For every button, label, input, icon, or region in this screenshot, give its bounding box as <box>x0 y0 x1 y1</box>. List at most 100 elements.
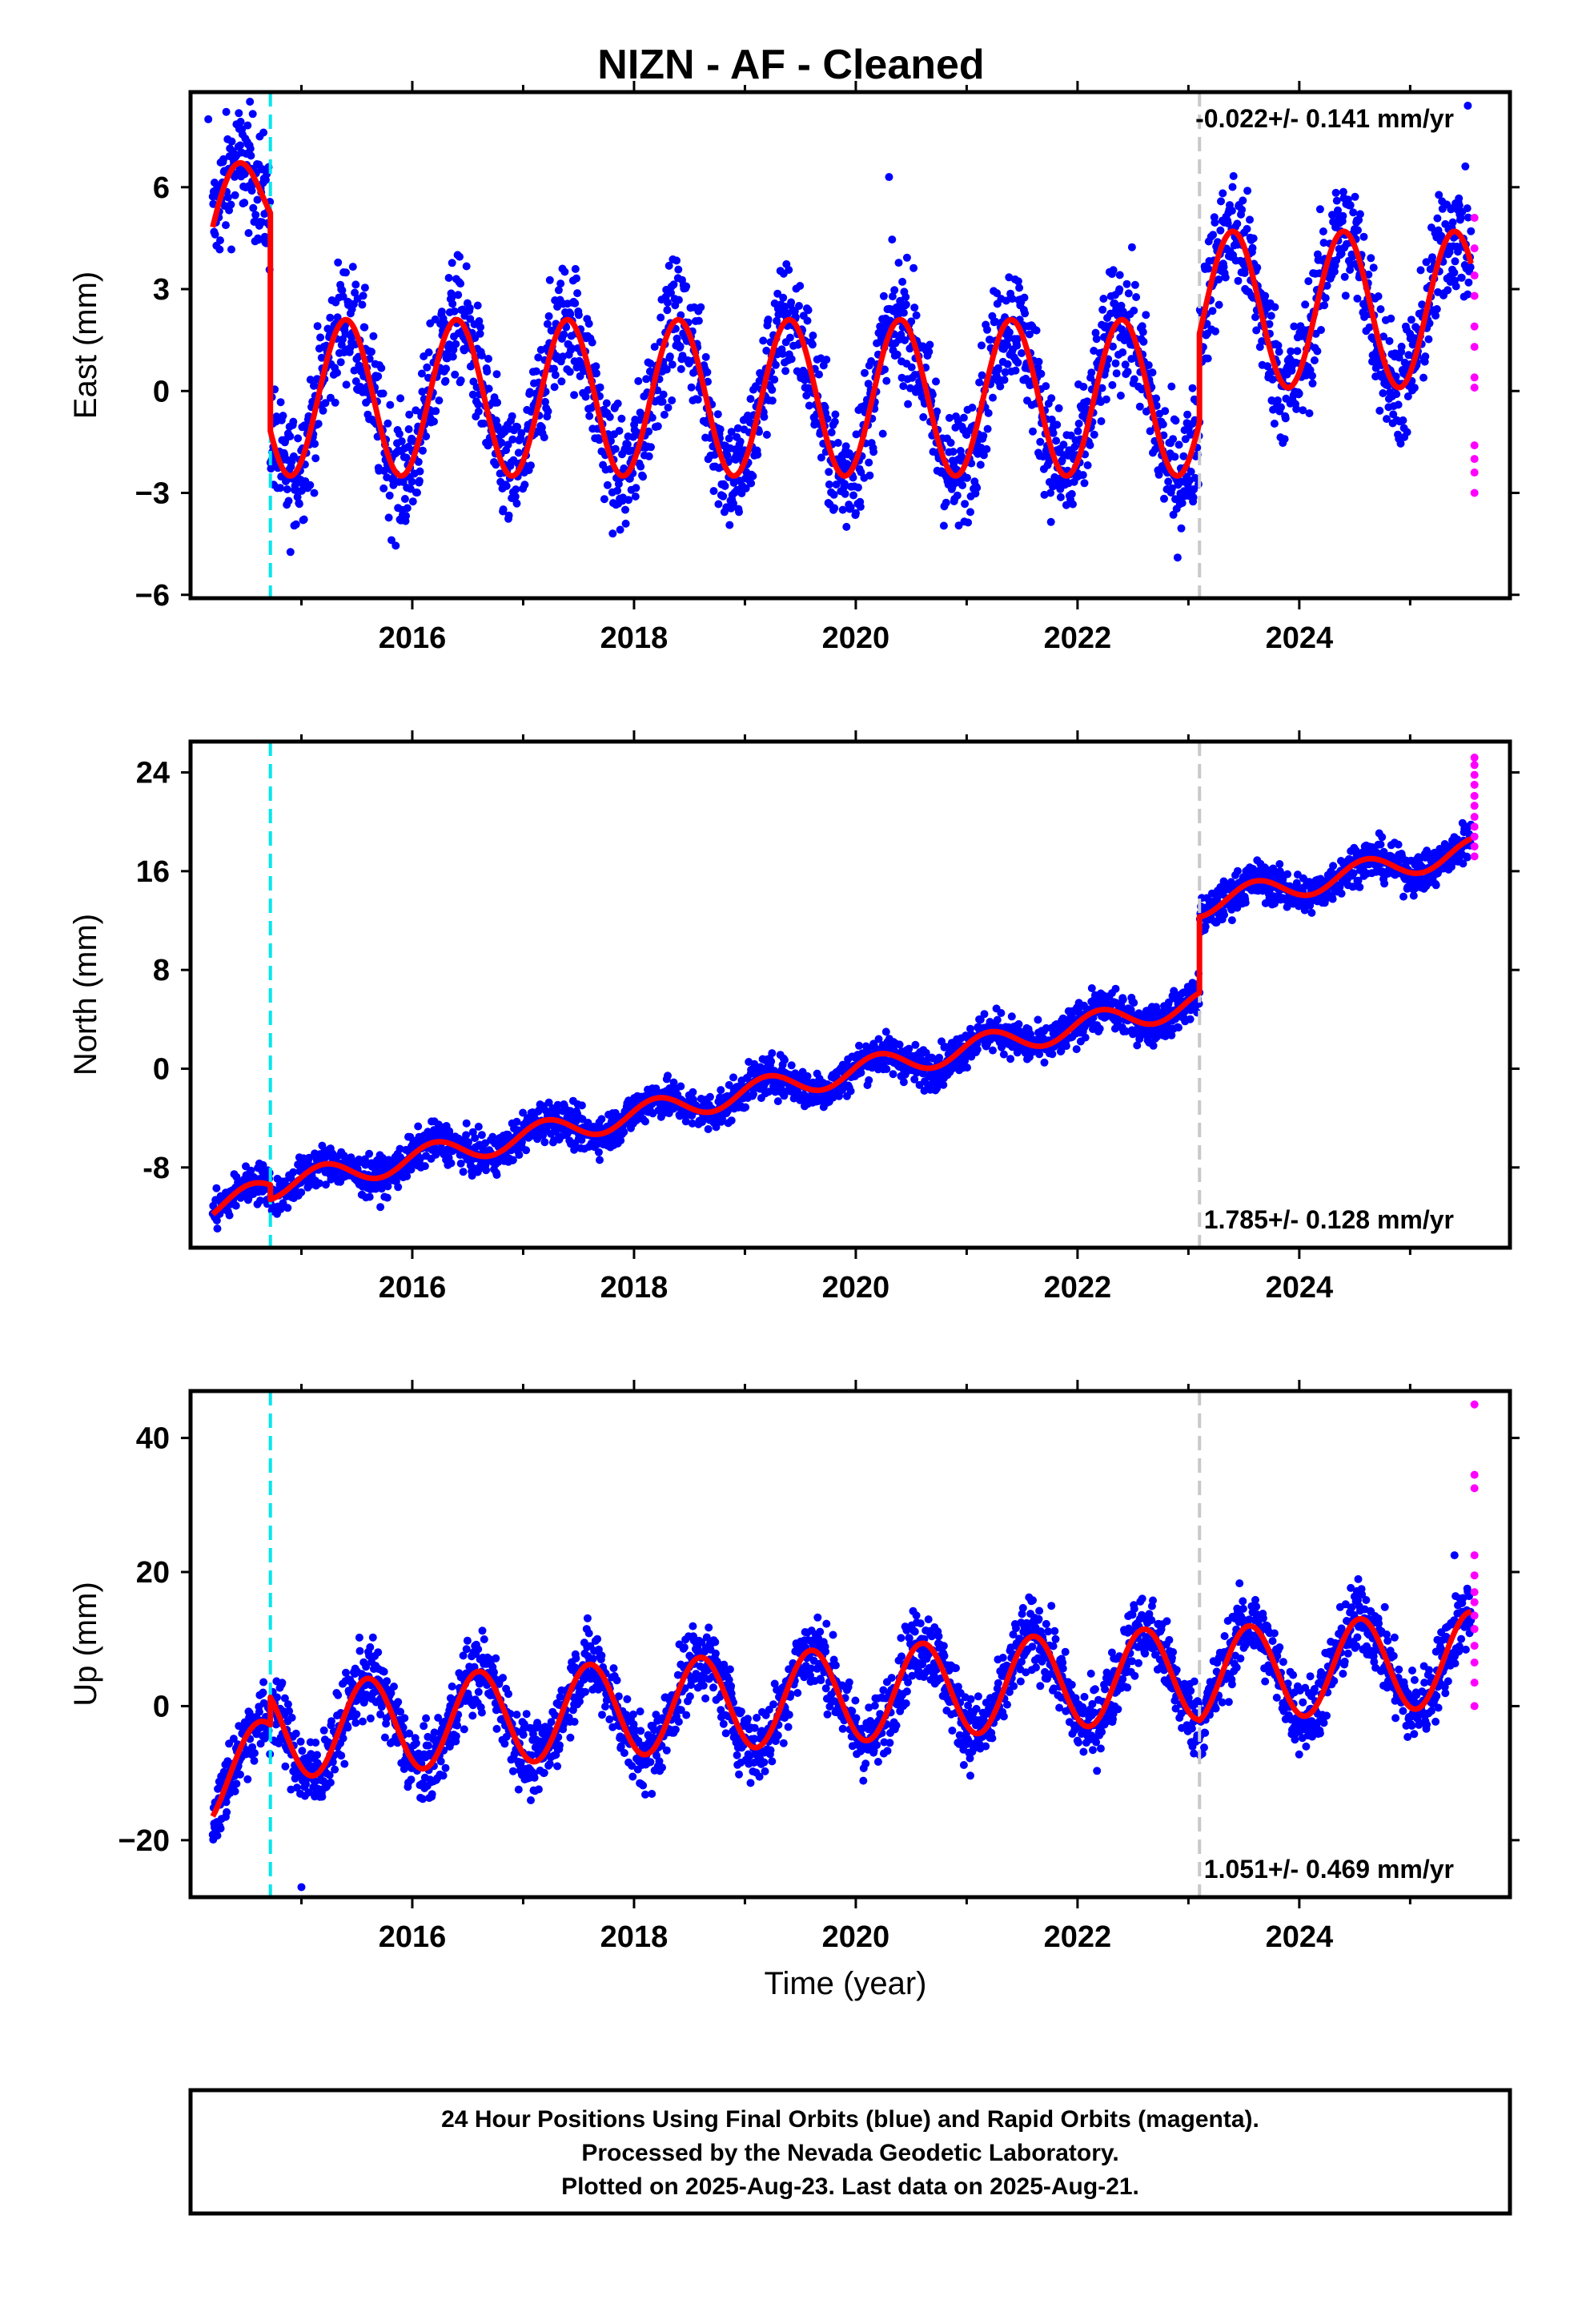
data-point <box>1376 305 1385 314</box>
rapid-point <box>1470 244 1479 253</box>
data-point <box>787 1061 796 1070</box>
data-point <box>1130 306 1138 315</box>
data-point <box>773 289 782 298</box>
data-point <box>314 420 323 428</box>
data-point <box>1003 340 1011 349</box>
data-point <box>889 1070 897 1079</box>
data-point <box>222 107 231 116</box>
data-point <box>890 286 899 295</box>
data-point <box>423 363 432 372</box>
data-point <box>1171 416 1180 425</box>
data-point <box>879 292 888 300</box>
data-point <box>852 509 860 517</box>
data-point <box>1253 263 1262 272</box>
data-point <box>857 1068 865 1077</box>
data-point <box>841 480 849 489</box>
data-point <box>669 1078 678 1087</box>
data-point <box>1190 485 1199 493</box>
data-point <box>1305 409 1314 418</box>
data-point <box>982 444 991 453</box>
x-tick-label: 2020 <box>822 621 890 655</box>
data-point <box>430 417 438 426</box>
data-point <box>1123 368 1132 376</box>
data-point <box>1087 368 1096 377</box>
data-point <box>682 282 691 291</box>
data-point <box>757 370 765 379</box>
data-point <box>553 1100 562 1109</box>
data-point <box>492 1171 501 1180</box>
y-axis-label: East (mm) <box>68 271 103 419</box>
data-point <box>882 376 891 385</box>
data-point <box>1062 1042 1070 1051</box>
data-point <box>1354 226 1362 235</box>
data-point <box>1448 218 1457 227</box>
data-point <box>935 1053 944 1062</box>
data-point <box>709 487 718 496</box>
data-point <box>294 434 303 443</box>
data-point <box>1351 192 1359 201</box>
data-point <box>729 1073 737 1082</box>
data-point <box>342 380 351 389</box>
data-point <box>527 461 535 470</box>
data-point <box>865 471 874 480</box>
data-point <box>1070 443 1079 452</box>
data-point <box>471 1134 480 1143</box>
data-point <box>326 313 335 322</box>
data-point <box>559 352 568 361</box>
data-point <box>1008 295 1017 304</box>
data-point <box>512 499 521 508</box>
data-point <box>1243 224 1251 233</box>
data-point <box>632 484 640 493</box>
data-point <box>474 407 483 416</box>
data-point <box>1227 207 1236 215</box>
data-point <box>1375 406 1384 415</box>
data-point <box>1203 354 1212 363</box>
data-point <box>727 1116 736 1125</box>
data-point <box>338 286 347 295</box>
data-point <box>462 1119 471 1128</box>
data-point <box>435 396 444 405</box>
data-point <box>394 1183 403 1192</box>
data-point <box>767 1057 776 1066</box>
data-point <box>796 282 805 290</box>
data-point <box>1139 337 1148 346</box>
data-point <box>1403 392 1412 400</box>
data-point <box>321 399 330 408</box>
data-point <box>771 360 780 369</box>
data-point <box>1229 171 1238 180</box>
data-point <box>254 235 263 244</box>
rapid-point <box>1470 322 1479 331</box>
data-point <box>566 1107 575 1116</box>
rapid-point <box>1470 292 1479 300</box>
data-point <box>1138 328 1147 336</box>
data-point <box>1292 404 1301 413</box>
data-point <box>1086 440 1094 449</box>
data-point <box>1034 357 1043 366</box>
data-point <box>216 236 224 245</box>
data-point <box>1169 510 1178 519</box>
data-point <box>369 332 378 340</box>
data-point <box>488 1132 497 1141</box>
data-point <box>659 390 668 399</box>
data-point <box>1135 402 1144 411</box>
data-point <box>550 364 558 373</box>
data-point <box>961 500 970 509</box>
data-point <box>289 417 298 426</box>
data-point <box>560 330 568 339</box>
data-point <box>1275 348 1283 356</box>
data-point <box>1301 300 1310 309</box>
data-point <box>1118 995 1127 1004</box>
velocity-label: -0.022+/- 0.141 mm/yr <box>1195 104 1454 133</box>
data-point <box>905 1044 913 1053</box>
data-point <box>1167 484 1176 493</box>
data-point <box>1188 384 1197 392</box>
data-point <box>787 355 796 364</box>
data-point <box>1174 440 1183 449</box>
data-point <box>768 1049 777 1058</box>
data-point <box>1116 392 1125 400</box>
data-point <box>508 412 516 420</box>
data-point <box>508 435 517 444</box>
data-point <box>827 428 836 436</box>
data-point <box>403 504 412 513</box>
data-point <box>225 1211 234 1220</box>
